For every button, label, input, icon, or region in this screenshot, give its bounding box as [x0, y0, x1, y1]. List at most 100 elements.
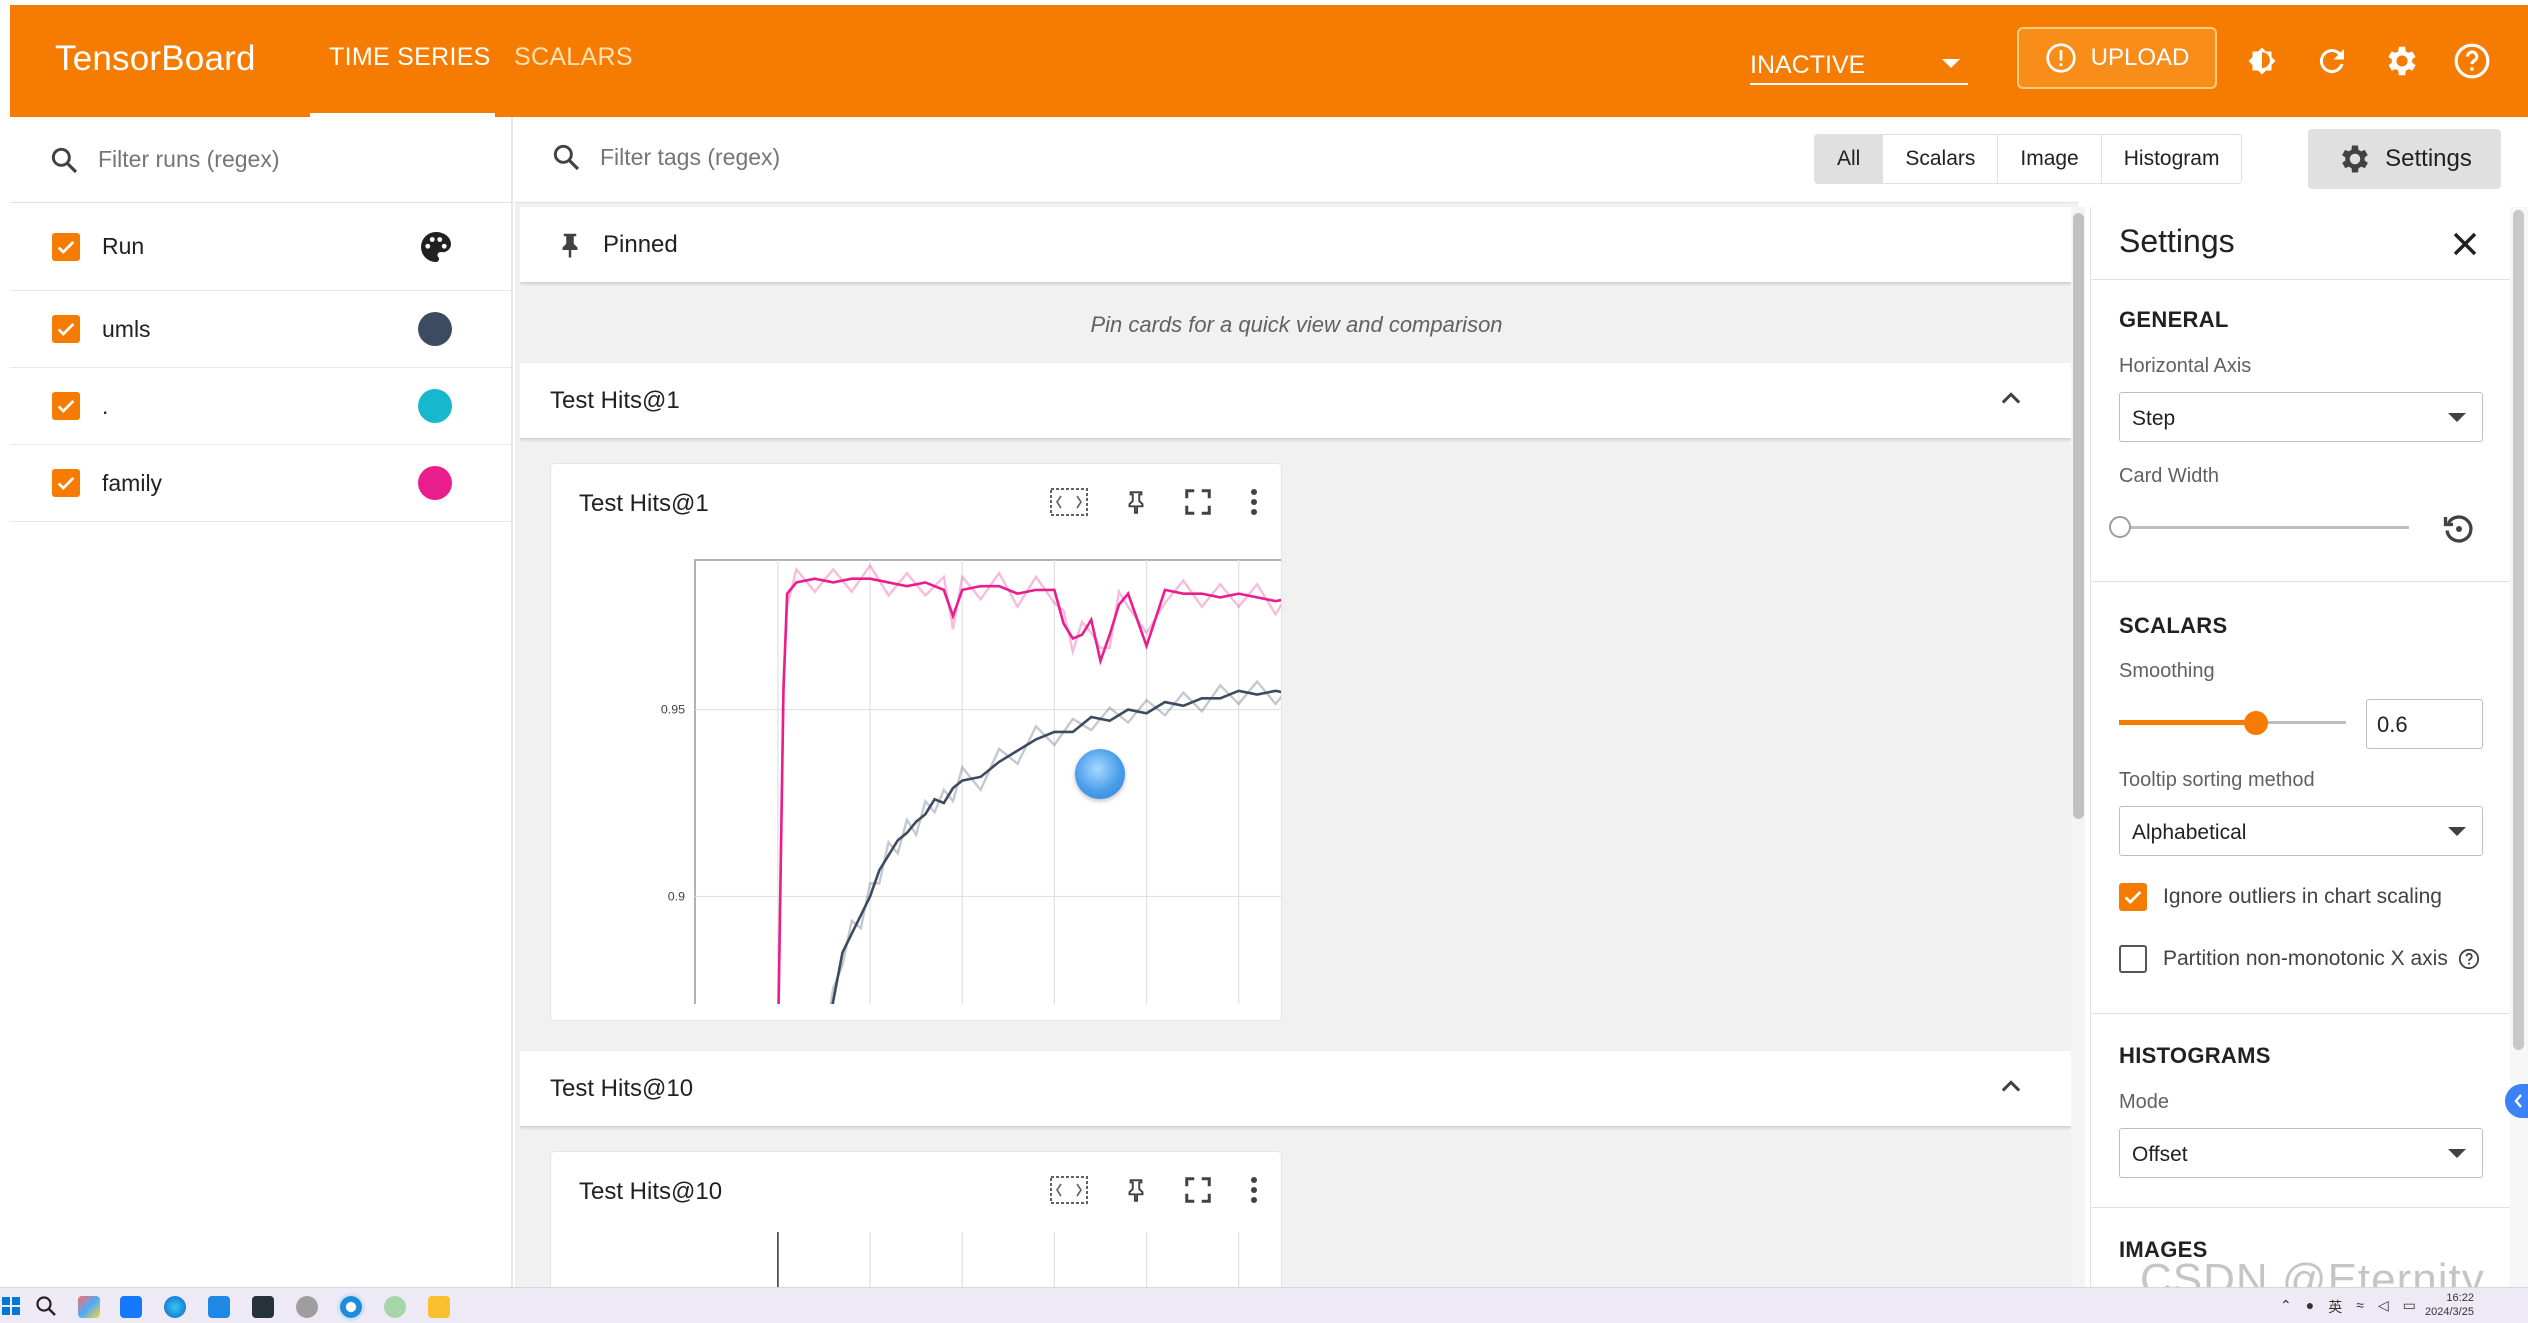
type-filter-image[interactable]: Image: [1998, 135, 2102, 183]
scalar-card: Test Hits@10: [550, 1151, 1282, 1287]
run-checkbox[interactable]: [52, 315, 80, 343]
close-icon[interactable]: [2450, 229, 2480, 259]
run-row-dot[interactable]: .: [10, 368, 511, 445]
smoothing-input[interactable]: 0.6: [2366, 699, 2483, 749]
taskbar-clock[interactable]: 16:22 2024/3/25: [2425, 1291, 2474, 1319]
fit-domain-icon[interactable]: [1049, 486, 1089, 518]
chevron-up-icon[interactable]: [1997, 1073, 2025, 1101]
partition-option[interactable]: Partition non-monotonic X axis: [2119, 945, 2480, 973]
clock-date: 2024/3/25: [2425, 1306, 2474, 1318]
chevron-up-icon[interactable]: ⌃: [2280, 1297, 2292, 1313]
type-filter-scalars[interactable]: Scalars: [1883, 135, 1999, 183]
type-filter-all[interactable]: All: [1815, 135, 1884, 183]
settings-gear-icon[interactable]: [2382, 41, 2422, 81]
palette-icon[interactable]: [418, 229, 454, 265]
group-header-test-hits-1[interactable]: Test Hits@1: [520, 363, 2073, 438]
partition-checkbox[interactable]: [2119, 945, 2147, 973]
histogram-mode-select[interactable]: Offset: [2119, 1128, 2483, 1178]
volume-icon[interactable]: ◁: [2377, 1297, 2389, 1313]
fullscreen-icon[interactable]: [1183, 1175, 1213, 1205]
tooltip-sort-select[interactable]: Alphabetical: [2119, 806, 2483, 856]
ime-indicator[interactable]: 英: [2328, 1299, 2343, 1315]
runs-header-label: Run: [102, 233, 145, 259]
taskbar-app-icon[interactable]: [78, 1296, 100, 1318]
pin-icon[interactable]: [1123, 487, 1149, 517]
select-value: Alphabetical: [2132, 821, 2247, 844]
loading-spinner-icon: [1075, 749, 1125, 799]
app-logo[interactable]: TensorBoard: [55, 39, 256, 78]
sidebar-expand-tab[interactable]: [2505, 1084, 2528, 1118]
taskbar-app-icon[interactable]: [252, 1296, 274, 1318]
runs-filter-field[interactable]: Filter runs (regex): [10, 117, 511, 203]
run-checkbox[interactable]: [52, 469, 80, 497]
windows-start-icon[interactable]: [2, 1296, 20, 1316]
runs-filter-input[interactable]: Filter runs (regex): [98, 146, 280, 172]
runs-sidebar: Filter runs (regex) Run umls . family: [10, 117, 513, 1287]
ignore-outliers-option[interactable]: Ignore outliers in chart scaling: [2119, 883, 2442, 911]
horizontal-axis-select[interactable]: Step: [2119, 392, 2483, 442]
chevron-up-icon[interactable]: [1997, 385, 2025, 413]
help-icon[interactable]: [2458, 948, 2480, 970]
tab-time-series[interactable]: TIME SERIES: [329, 43, 491, 71]
run-color-swatch[interactable]: [418, 466, 452, 500]
more-vert-icon[interactable]: [1247, 1175, 1261, 1205]
select-all-checkbox[interactable]: [52, 232, 80, 261]
help-icon[interactable]: [2452, 41, 2492, 81]
y-tick-label: 0.95: [661, 703, 685, 717]
group-title: Test Hits@1: [550, 386, 680, 414]
tag-filter-input[interactable]: Filter tags (regex): [600, 143, 781, 170]
run-color-swatch[interactable]: [418, 389, 452, 423]
divider: [2091, 581, 2510, 582]
reload-icon[interactable]: [2312, 41, 2352, 81]
fullscreen-icon[interactable]: [1183, 487, 1213, 517]
taskbar-active-app-icon[interactable]: [340, 1296, 362, 1318]
pinned-title: Pinned: [603, 230, 678, 258]
taskbar-search-icon[interactable]: [34, 1294, 58, 1318]
settings-scrollbar-thumb[interactable]: [2513, 210, 2524, 1050]
fit-domain-icon[interactable]: [1049, 1174, 1089, 1206]
run-row-family[interactable]: family: [10, 445, 511, 522]
divider: [2091, 1013, 2510, 1014]
type-filter-histogram[interactable]: Histogram: [2123, 147, 2220, 170]
taskbar-app-icon[interactable]: [120, 1296, 142, 1318]
card-actions: [1049, 1174, 1261, 1206]
edge-browser-icon[interactable]: [164, 1296, 186, 1318]
scalar-chart[interactable]: 0501001502002503000.90.9503: [551, 534, 1281, 1004]
more-vert-icon[interactable]: [1247, 487, 1261, 517]
card-width-slider-track[interactable]: [2119, 526, 2409, 529]
reset-icon[interactable]: [2441, 511, 2477, 547]
run-color-swatch[interactable]: [418, 312, 452, 346]
taskbar-app-icon[interactable]: [384, 1296, 406, 1318]
group-header-test-hits-10[interactable]: Test Hits@10: [520, 1051, 2073, 1126]
plot-area: [694, 559, 1281, 1004]
tag-filter-field[interactable]: Filter tags (regex): [550, 141, 780, 173]
run-row-umls[interactable]: umls: [10, 291, 511, 368]
taskbar-app-icon[interactable]: [208, 1296, 230, 1318]
settings-toggle-button[interactable]: Settings: [2308, 129, 2501, 189]
battery-icon[interactable]: ▭: [2402, 1297, 2416, 1313]
mic-icon[interactable]: ●: [2305, 1297, 2315, 1313]
settings-panel: Settings GENERAL Horizontal Axis Step Ca…: [2090, 207, 2510, 1287]
smoothing-slider-thumb[interactable]: [2244, 711, 2268, 735]
taskbar-app-icon[interactable]: [296, 1296, 318, 1318]
pinned-empty-message: Pin cards for a quick view and compariso…: [1090, 312, 1503, 337]
ignore-outliers-checkbox[interactable]: [2119, 883, 2147, 911]
card-width-slider-thumb[interactable]: [2109, 516, 2131, 538]
cards-scrollbar-thumb[interactable]: [2073, 213, 2084, 819]
run-checkbox[interactable]: [52, 392, 80, 420]
tab-scalars[interactable]: SCALARS: [514, 43, 633, 71]
divider: [2091, 279, 2510, 280]
tag-toolbar: Filter tags (regex) All Scalars Image Hi…: [515, 117, 2501, 203]
run-label: umls: [102, 315, 151, 342]
histogram-mode-label: Mode: [2119, 1091, 2170, 1113]
data-location-select[interactable]: INACTIVE: [1750, 39, 1968, 85]
scalar-chart-partial[interactable]: [551, 1232, 1281, 1287]
app-header: TensorBoard TIME SERIES SCALARS INACTIVE…: [10, 5, 2528, 117]
check-icon: [57, 240, 75, 254]
theme-toggle-icon[interactable]: [2242, 41, 2282, 81]
wifi-icon[interactable]: ≈: [2356, 1297, 2364, 1313]
file-explorer-icon[interactable]: [428, 1296, 450, 1318]
upload-button[interactable]: UPLOAD: [2017, 27, 2217, 89]
pin-icon[interactable]: [1123, 1175, 1149, 1205]
run-label: family: [102, 469, 163, 496]
